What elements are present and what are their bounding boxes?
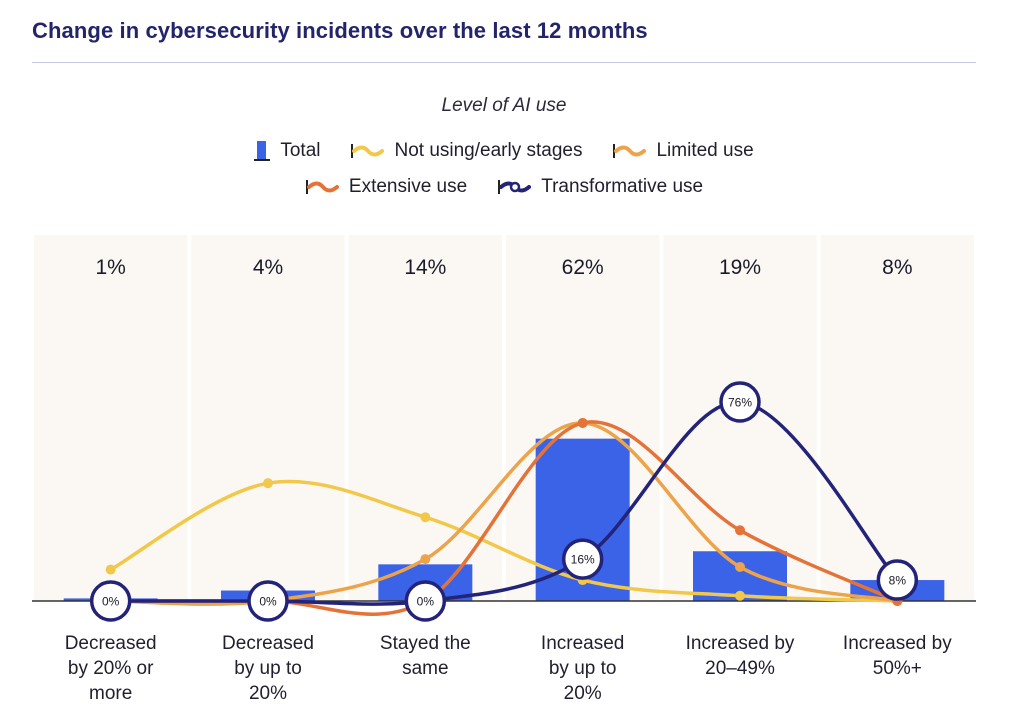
transformative-point-label: 0% [102,595,120,609]
category-label-line: 20–49% [705,658,775,679]
transformative-point-label: 16% [571,553,595,567]
column-total-label: 8% [882,256,912,279]
transformative-point-marker [247,580,289,622]
legend-item-limited: Limited use [612,140,754,162]
series-point-not-using-early-stages [263,478,273,489]
transformative-point-marker [876,559,919,601]
series-point-extensive-use [577,417,588,428]
category-label-line: 50%+ [872,658,922,679]
transformative-point-marker [404,580,447,622]
series-point-extensive-use [735,525,745,536]
column-background [348,235,502,601]
legend-item-transformative: Transformative use [497,176,703,198]
category-label-line: by 20% or [67,658,154,679]
legend-line-swatch-icon [613,144,647,158]
chart-title: Change in cybersecurity incidents over t… [32,18,648,43]
legend-row-2: Extensive use Transformative use [0,176,1008,198]
legend-item-extensive: Extensive use [305,176,467,198]
legend-label-transformative: Transformative use [541,176,704,197]
category-label-line: 20% [563,683,602,704]
category-label-line: Increased by [842,633,952,654]
transformative-point-label: 0% [259,595,277,609]
legend-item-total: Total [254,140,320,162]
category-label: Stayed the same [345,631,505,681]
series-point-not-using-early-stages [105,564,116,575]
transformative-point-label: 8% [889,574,907,588]
legend-label-limited: Limited use [656,140,754,161]
category-label-line: Decreased [222,633,314,654]
series-line-not-using-early-stages [108,479,900,603]
legend-label-total: Total [280,140,321,161]
column-total-label: 4% [253,256,283,279]
category-label: Decreased by 20% or more [31,631,191,706]
column-background [191,235,345,601]
series-point-not-using-early-stages [420,512,431,523]
column-total-label: 62% [562,256,604,279]
category-label-line: Increased [540,633,625,654]
legend-line-swatch-icon [351,144,385,158]
category-label-line: more [89,683,133,704]
category-label-line: Decreased [64,633,157,654]
category-label: Decreased by up to 20% [188,631,348,706]
title-divider [32,62,976,63]
category-label-line: same [402,658,449,679]
legend-label-extensive: Extensive use [348,176,468,197]
series-point-not-using-early-stages [735,590,745,601]
category-label-line: Stayed the [379,633,471,654]
transformative-point-label: 0% [417,595,435,609]
category-label: Increased by up to 20% [503,631,663,706]
column-total-label: 1% [95,256,125,279]
column-background [34,235,188,601]
category-label-line: by up to [548,658,617,679]
legend-row-1: Total Not using/early stages Limited use [0,140,1008,162]
legend-line-swatch-icon [305,180,339,194]
category-label-line: by up to [234,658,302,679]
series-point-limited-use [735,561,745,572]
column-total-label: 14% [404,256,446,279]
legend-item-not-using: Not using/early stages [350,140,582,162]
legend-line-circle-swatch-icon [498,180,532,194]
transformative-point-marker [561,538,604,580]
column-background [820,235,974,601]
category-label: Increased by 50%+ [817,631,977,681]
legend-bar-swatch-icon [254,141,271,161]
legend-title: Level of AI use [441,95,567,116]
column-total-label: 19% [719,256,761,279]
transformative-point-marker [719,381,761,423]
transformative-point-marker [89,580,132,622]
transformative-point-label: 76% [728,396,752,410]
legend-label-not-using: Not using/early stages [394,140,583,161]
series-point-limited-use [420,554,431,565]
category-label-line: 20% [248,683,288,704]
category-label-line: Increased by [685,633,795,654]
category-label: Increased by 20–49% [660,631,820,681]
